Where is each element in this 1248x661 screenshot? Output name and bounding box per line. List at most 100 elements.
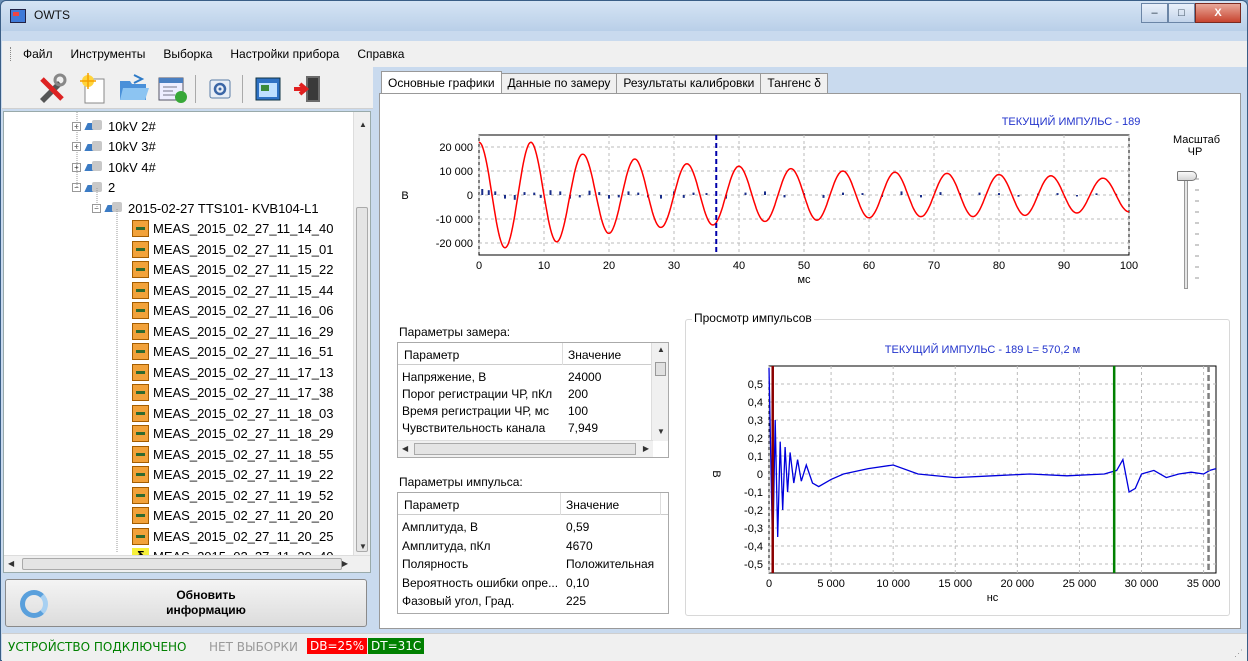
y-tick-label: 0,4 <box>748 397 763 409</box>
tree-item[interactable]: MEAS_2015_02_27_11_20_25 <box>132 526 333 546</box>
param-name: Амплитуда, В <box>402 520 479 534</box>
horizontal-scrollbar[interactable]: ◀ ▶ <box>398 440 653 457</box>
pd-bar <box>559 191 562 195</box>
series-line <box>478 141 1130 249</box>
tree-item[interactable]: MEAS_2015_02_27_11_16_51 <box>132 342 333 362</box>
pulse-params-title: Параметры импульса: <box>399 475 523 489</box>
measurement-tree[interactable]: +10kV 2# +10kV 3# +10kV 4# −2−2015-02-27 TT… <box>3 111 371 573</box>
grid-row[interactable]: Порог регистрации ЧР, пКл 200 <box>398 386 653 403</box>
y-tick-label: 0 <box>757 469 763 481</box>
vertical-scrollbar[interactable]: ▲ ▼ <box>651 343 668 441</box>
refresh-label-line1: Обновить <box>176 588 236 602</box>
x-tick-label: 20 000 <box>1001 578 1035 590</box>
pd-bar <box>842 192 844 195</box>
y-tick-label: -0,4 <box>744 541 763 553</box>
x-tick-label: 0 <box>476 260 482 272</box>
tree-item-label: MEAS_2015_02_27_11_15_01 <box>153 241 334 257</box>
measurement-icon <box>132 507 149 524</box>
tools-icon[interactable] <box>36 73 68 105</box>
close-button[interactable]: X <box>1195 3 1241 23</box>
refresh-icon <box>20 590 48 618</box>
tree-item[interactable]: MEAS_2015_02_27_11_18_29 <box>132 424 333 444</box>
tree-item-label: MEAS_2015_02_27_11_15_22 <box>153 262 334 277</box>
phase-resolved-chart[interactable]: ТЕКУЩИЙ ИМПУЛЬС - 189 0 10 20 30 40 50 60 70 80 90… <box>391 111 1161 301</box>
tree-item-label: 10kV 4# <box>108 159 156 175</box>
open-folder-icon[interactable] <box>118 73 150 105</box>
tab-main-graphs[interactable]: Основные графики <box>381 71 502 93</box>
tree-vertical-scrollbar[interactable]: ▲ ▼ <box>353 112 370 556</box>
folder-node-icon <box>106 202 124 214</box>
param-value: 0,59 <box>566 520 590 534</box>
exit-icon[interactable] <box>292 73 324 105</box>
device-settings-icon[interactable] <box>204 73 236 105</box>
tree-item[interactable]: MEAS_2015_02_27_11_18_03 <box>132 403 333 423</box>
param-name: Порог регистрации ЧР, пКл <box>402 387 553 401</box>
minimize-button[interactable]: – <box>1141 3 1168 23</box>
menu-help[interactable]: Справка <box>357 47 405 61</box>
menu-file[interactable]: Файл <box>23 47 53 61</box>
title-bar[interactable]: OWTS – □ X <box>1 1 1247 31</box>
pulse-view-title: Просмотр импульсов <box>692 311 814 325</box>
maximize-button[interactable]: □ <box>1168 3 1195 23</box>
x-tick-label: 35 000 <box>1187 578 1221 590</box>
tab-tangent-delta[interactable]: Тангенс δ <box>760 73 828 93</box>
measure-params-grid[interactable]: Параметр Значение Напряжение, В 24000 По… <box>397 342 669 458</box>
tree-expander[interactable]: − <box>72 183 81 192</box>
grid-row[interactable]: Чувствительность канала 7,949 <box>398 420 653 437</box>
pulse-waveform-chart[interactable]: ТЕКУЩИЙ ИМПУЛЬС - 189 L= 570,2 м 0 5 000 10… <box>701 336 1226 611</box>
tree-item[interactable]: −2 <box>72 178 115 198</box>
pulse-view-group: Просмотр импульсов <box>685 311 1230 616</box>
grid-row[interactable]: Вероятность ошибки опре... 0,10 <box>398 575 668 593</box>
scale-slider-thumb[interactable] <box>1177 171 1197 181</box>
tree-item[interactable]: MEAS_2015_02_27_11_20_20 <box>132 506 333 526</box>
x-tick-label: 60 <box>863 260 875 272</box>
pd-bar <box>539 195 542 198</box>
tree-item[interactable]: MEAS_2015_02_27_11_15_01 <box>132 239 333 259</box>
tree-item[interactable]: MEAS_2015_02_27_11_15_44 <box>132 280 333 300</box>
grid-row[interactable]: Амплитуда, В 0,59 <box>398 519 668 537</box>
scale-slider-track[interactable] <box>1184 174 1188 289</box>
tree-item[interactable]: MEAS_2015_02_27_11_17_38 <box>132 383 333 403</box>
header-value[interactable]: Значение <box>566 498 620 512</box>
tree-item[interactable]: MEAS_2015_02_27_11_14_40 <box>132 219 333 239</box>
refresh-info-button[interactable]: Обновить информацию <box>5 579 367 627</box>
tree-item[interactable]: MEAS_2015_02_27_11_19_22 <box>132 465 333 485</box>
grid-row[interactable]: Напряжение, В 24000 <box>398 369 653 386</box>
refresh-view-icon[interactable] <box>156 73 188 105</box>
x-tick-label: 10 000 <box>876 578 910 590</box>
pd-bar <box>637 192 640 195</box>
tree-item[interactable]: MEAS_2015_02_27_11_16_29 <box>132 321 333 341</box>
grid-row[interactable]: Фазовый угол, Град. 225 <box>398 593 668 611</box>
menu-selection[interactable]: Выборка <box>163 47 213 61</box>
new-icon[interactable] <box>78 73 110 105</box>
y-tick-label: -0,2 <box>744 505 763 517</box>
device-connected-status: УСТРОЙСТВО ПОДКЛЮЧЕНО <box>8 640 187 654</box>
tab-measurement-data[interactable]: Данные по замеру <box>500 73 618 93</box>
header-value[interactable]: Значение <box>568 348 622 362</box>
header-parameter[interactable]: Параметр <box>404 498 460 512</box>
grid-row[interactable]: Полярность Положительная <box>398 556 668 574</box>
param-value: 0,10 <box>566 575 590 590</box>
tree-item[interactable]: MEAS_2015_02_27_11_16_06 <box>132 301 333 321</box>
menu-tools[interactable]: Инструменты <box>70 47 146 61</box>
tab-calibration-results[interactable]: Результаты калибровки <box>616 73 762 93</box>
tree-item-label: MEAS_2015_02_27_11_20_20 <box>153 508 334 523</box>
grid-row[interactable]: Амплитуда, пКл 4670 <box>398 538 668 556</box>
resize-grip[interactable]: ⋰ <box>1234 648 1243 658</box>
pd-bar <box>513 195 516 200</box>
pulse-params-grid[interactable]: Параметр Значение Амплитуда, В 0,59 Ампл… <box>397 492 669 614</box>
chart-title: ТЕКУЩИЙ ИМПУЛЬС - 189 L= 570,2 м <box>885 343 1080 356</box>
tree-item[interactable]: MEAS_2015_02_27_11_17_13 <box>132 362 333 382</box>
grid-row[interactable]: Время регистрации ЧР, мс 100 <box>398 403 653 420</box>
window-icon[interactable] <box>252 73 284 105</box>
pd-bar <box>978 192 981 195</box>
tree-item[interactable]: MEAS_2015_02_27_11_18_55 <box>132 444 333 464</box>
tree-item-label: MEAS_2015_02_27_11_17_13 <box>153 364 334 380</box>
menu-device-settings[interactable]: Настройки прибора <box>230 47 340 61</box>
tree-horizontal-scrollbar[interactable]: ◀ ▶ <box>4 555 370 572</box>
y-tick-label: 0,3 <box>748 415 763 427</box>
header-parameter[interactable]: Параметр <box>404 348 460 362</box>
tree-item[interactable]: MEAS_2015_02_27_11_15_22 <box>132 260 333 280</box>
refresh-label-line2: информацию <box>166 603 246 617</box>
tree-item[interactable]: MEAS_2015_02_27_11_19_52 <box>132 485 333 505</box>
